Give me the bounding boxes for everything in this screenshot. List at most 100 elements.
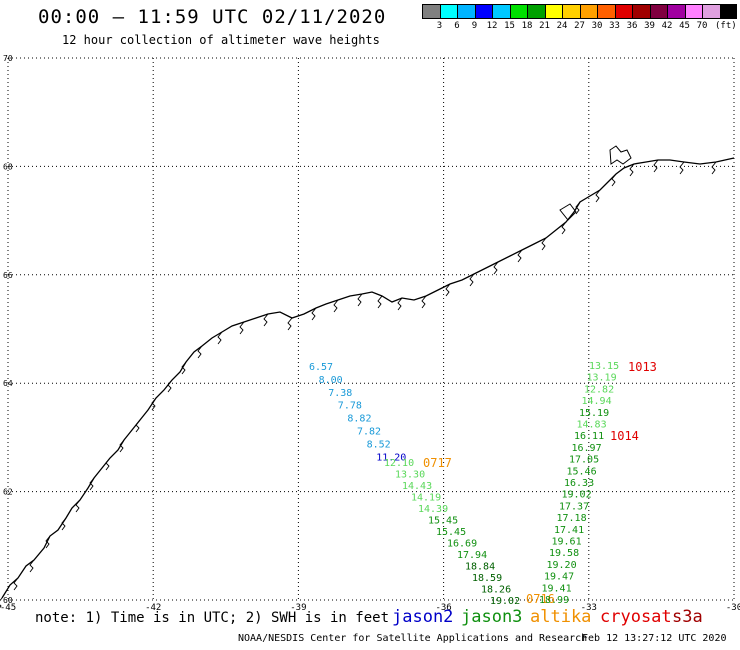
cryosat-wave-height: 17.18 (557, 513, 587, 524)
legend-label: 36 (626, 21, 638, 31)
axis-labels: 70 68 66 64 62 60-45 -42 -39 -36 -33 -30 (0, 54, 740, 613)
legend-label: 70 (696, 21, 708, 31)
legend-swatch (439, 4, 457, 19)
legend-swatch (562, 4, 580, 19)
coastline-fjord (469, 273, 475, 287)
jason3-end-time: 0716 (526, 592, 555, 606)
jason2-wave-height: 7.82 (357, 427, 381, 438)
longitude-label: -33 (581, 603, 597, 613)
jason3-wave-height: 18.84 (465, 562, 495, 573)
satellite-altika: altika (530, 607, 592, 627)
legend-label: 27 (574, 21, 585, 31)
coastline-fjord (197, 345, 203, 359)
jason2-wave-height: 8.82 (347, 414, 371, 425)
legend-swatch (509, 4, 527, 19)
coastline-fjord (517, 249, 523, 263)
coastline-fjord (679, 161, 685, 175)
legend-swatch (649, 4, 667, 19)
cryosat-wave-height: 19.41 (542, 583, 572, 594)
jason2-wave-height: 7.78 (338, 401, 362, 412)
jason3-start-time: 0717 (423, 456, 452, 470)
coastline-fjord (45, 535, 51, 549)
jason2-wave-height: 6.57 (309, 362, 333, 373)
cryosat-wave-height: 13.19 (587, 373, 617, 384)
legend-label: 33 (609, 21, 620, 31)
satellite-jason3: jason3 (461, 607, 523, 627)
jason2-wave-height: 7.38 (328, 388, 352, 399)
cryosat-wave-height: 17.05 (569, 455, 599, 466)
coastline-fjord (239, 321, 245, 335)
satellite-s3a: s3a (672, 607, 703, 627)
legend-label: 30 (591, 21, 603, 31)
legend-label: 18 (521, 21, 533, 31)
color-scale-legend (422, 4, 737, 19)
legend-label: 12 (486, 21, 498, 31)
generation-timestamp: Feb 12 13:27:12 UTC 2020 (582, 633, 727, 644)
jason2-wave-height: 8.52 (367, 439, 391, 450)
legend-label: 39 (644, 21, 655, 31)
jason3-wave-height: 13.30 (395, 470, 425, 481)
legend-swatch (422, 4, 440, 19)
coastline-fjord (377, 295, 383, 309)
jason2-wave-height: 11.20 (376, 452, 406, 463)
coastline-path (1, 157, 735, 599)
cryosat-wave-height: 19.20 (547, 560, 577, 571)
cryosat-wave-height: 15.46 (567, 466, 597, 477)
jason3-wave-height: 12.10 (384, 458, 414, 469)
coastline-fjord (311, 307, 317, 321)
jason3-wave-height: 15.45 (428, 516, 458, 527)
cryosat-wave-height: 19.61 (552, 537, 582, 548)
coastline-fjord (167, 379, 173, 393)
legend-swatch (614, 4, 632, 19)
cryosat-wave-height: 17.41 (554, 525, 584, 536)
latitude-label: 68 (3, 162, 13, 171)
jason3-wave-height: 15.45 (436, 527, 466, 538)
coastline-fjord (263, 313, 269, 327)
coastline-fjord (217, 331, 223, 345)
cryosat-wave-height: 19.58 (549, 548, 579, 559)
map-subtitle: 12 hour collection of altimeter wave hei… (62, 33, 380, 47)
jason2-wave-height: 8.00 (319, 375, 343, 386)
coastline-fjord (13, 577, 19, 591)
footer-note: note: 1) Time is in UTC; 2) SWH is in fe… (35, 610, 390, 626)
legend-unit: (ft) (715, 21, 737, 31)
coastline-fjord (181, 361, 187, 375)
map-title: 00:00 – 11:59 UTC 02/11/2020 (38, 6, 387, 28)
coastline-fjord (541, 237, 547, 251)
coastline-fjord (421, 295, 427, 309)
legend-swatch (544, 4, 562, 19)
longitude-label: -30 (726, 603, 740, 613)
legend-label: 24 (556, 21, 568, 31)
greenland-coastline (0, 145, 735, 609)
jason3-wave-height: 18.59 (472, 573, 502, 584)
coastline-fjord (61, 517, 67, 531)
jason3-wave-height: 17.94 (457, 550, 487, 561)
legend-swatch (667, 4, 685, 19)
jason3-wave-height: 14.43 (402, 481, 432, 492)
latitude-label: 62 (3, 488, 13, 497)
legend-swatch (492, 4, 510, 19)
cryosat-wave-height: 14.83 (577, 420, 607, 431)
cryosat-wave-height: 15.19 (579, 408, 609, 419)
coastline-fjord (397, 297, 403, 311)
latitude-label: 66 (3, 271, 13, 280)
jason3-wave-height: 16.69 (447, 539, 477, 550)
coastline-fjord (653, 159, 659, 173)
legend-label: 45 (679, 21, 690, 31)
cryosat-wave-height: 14.94 (582, 396, 612, 407)
legend-swatch (597, 4, 615, 19)
coastline-fjord (333, 299, 339, 313)
altimeter-track-labels: 6.578.007.387.788.827.828.5211.2012.1013… (309, 360, 657, 607)
jason3-wave-height: 19.02 (490, 596, 520, 607)
legend-label: 9 (471, 21, 478, 31)
longitude-label: -45 (0, 603, 16, 613)
coastline-fjord (445, 283, 451, 297)
cryosat-wave-height: 18.99 (539, 595, 569, 606)
legend-label: 21 (539, 21, 550, 31)
coastline-fjord (135, 419, 141, 433)
legend-swatch (457, 4, 475, 19)
legend-label: 15 (504, 21, 515, 31)
legend-swatch (527, 4, 545, 19)
longitude-label: -42 (145, 603, 161, 613)
coastline-fjord (493, 261, 499, 275)
